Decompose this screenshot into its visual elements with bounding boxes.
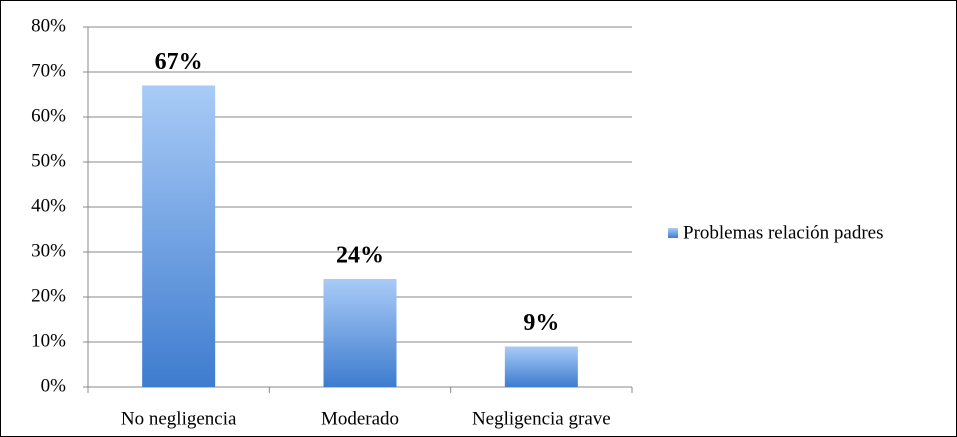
bar: [142, 85, 216, 387]
legend-label: Problemas relación padres: [683, 222, 883, 243]
x-tick-label: No negligencia: [121, 408, 237, 429]
y-tick-label: 30%: [31, 240, 66, 261]
y-tick-label: 50%: [31, 150, 66, 171]
y-tick-label: 0%: [41, 375, 67, 396]
y-tick-label: 10%: [31, 330, 66, 351]
y-tick-label: 40%: [31, 195, 66, 216]
value-label: 24%: [336, 243, 384, 269]
y-tick-label: 60%: [31, 105, 66, 126]
y-tick-label: 20%: [31, 285, 66, 306]
x-tick-label: Moderado: [321, 408, 399, 429]
y-tick-label: 70%: [31, 60, 66, 81]
value-label: 67%: [155, 49, 203, 75]
legend-swatch: [668, 228, 678, 238]
y-tick-label: 80%: [31, 15, 66, 36]
value-label: 9%: [523, 310, 559, 336]
x-tick-label: Negligencia grave: [472, 408, 611, 429]
bar: [504, 346, 578, 387]
bar: [323, 279, 397, 387]
